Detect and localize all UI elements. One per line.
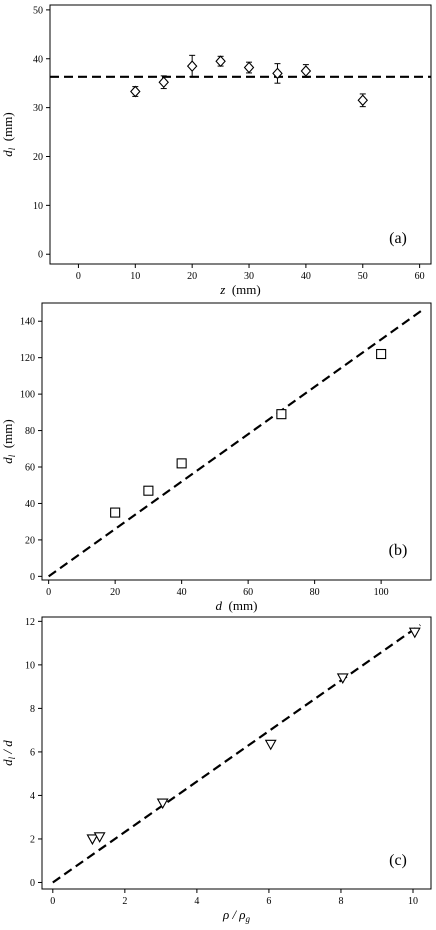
- y-tick-label: 0: [38, 250, 43, 261]
- x-axis-label: d (mm): [216, 598, 258, 613]
- data-point: [93, 832, 106, 843]
- panel-tag: (c): [389, 852, 407, 869]
- x-tick-label: 0: [46, 587, 51, 598]
- x-tick-label: 40: [301, 271, 311, 282]
- x-axis-label: z (mm): [219, 282, 260, 297]
- y-axis-label-sub: l: [7, 147, 17, 150]
- y-tick-label: 8: [30, 704, 35, 715]
- x-axis-label-var: z: [219, 282, 225, 297]
- x-tick-label: 20: [110, 587, 120, 598]
- y-tick-label: 20: [25, 535, 35, 546]
- y-tick-label: 50: [33, 5, 43, 16]
- y-tick-label: 40: [25, 499, 35, 510]
- y-axis-label-sub: l: [7, 756, 17, 759]
- y-tick-label: 20: [33, 152, 43, 163]
- x-tick-label: 40: [177, 587, 187, 598]
- data-point: [408, 627, 421, 639]
- x-tick-label: 10: [130, 271, 140, 282]
- x-tick-label: 4: [194, 896, 199, 907]
- data-point: [158, 76, 169, 89]
- y-tick-label: 100: [20, 390, 35, 401]
- y-tick-label: 0: [30, 572, 35, 583]
- x-tick-label: 80: [310, 587, 320, 598]
- x-axis-label-sub: g: [246, 914, 251, 924]
- plot-frame: [41, 302, 432, 581]
- data-point: [86, 834, 99, 846]
- x-tick-label: 0: [50, 896, 55, 907]
- x-tick-label: 100: [374, 587, 389, 598]
- y-tick-label: 30: [33, 103, 43, 114]
- data-point: [376, 348, 387, 360]
- x-tick-label: 0: [76, 271, 81, 282]
- data-point: [336, 673, 349, 685]
- y-axis-label-unit: (mm): [0, 419, 15, 454]
- y-tick-label: 10: [25, 660, 35, 671]
- y-tick-label: 40: [33, 54, 43, 65]
- y-tick-label: 10: [33, 201, 43, 212]
- data-point: [110, 507, 121, 518]
- y-axis-label-var: d: [0, 150, 15, 157]
- x-axis-label: ρ / ρg: [222, 907, 251, 924]
- y-tick-label: 4: [30, 791, 35, 802]
- x-tick-label: 6: [266, 896, 271, 907]
- x-tick-label: 8: [338, 896, 343, 907]
- y-tick-label: 80: [25, 426, 35, 437]
- data-point: [276, 409, 287, 420]
- data-point: [300, 65, 312, 77]
- fit-line: [48, 307, 425, 578]
- x-tick-label: 20: [187, 271, 197, 282]
- y-axis-label: dl / d: [0, 740, 17, 766]
- panel-c: 0 2 4 6 8 10 0 2 4 6 8 10 12 ρ / ρg dl / d (c): [0, 616, 432, 924]
- data-point: [130, 85, 141, 98]
- x-tick-label: 60: [243, 587, 253, 598]
- data-point: [243, 61, 255, 74]
- y-tick-label: 12: [25, 617, 35, 628]
- y-axis-label-unit: (mm): [0, 112, 15, 147]
- plot-frame: [49, 4, 432, 265]
- data-point: [272, 67, 283, 80]
- y-tick-label: 140: [20, 317, 35, 328]
- x-tick-label: 30: [244, 271, 254, 282]
- panel-tag: (b): [389, 542, 408, 559]
- y-axis-label-var: d: [0, 759, 15, 766]
- plot-frame: [41, 616, 432, 890]
- y-axis-label-tail: / d: [0, 740, 15, 757]
- data-point: [186, 60, 198, 72]
- y-axis-label: dl (mm): [0, 112, 17, 156]
- data-point: [176, 458, 187, 469]
- data-point: [264, 739, 277, 751]
- y-axis-label-var: d: [0, 457, 15, 464]
- x-tick-label: 10: [408, 896, 418, 907]
- x-tick-label: 50: [358, 271, 368, 282]
- x-axis-label-var: ρ / ρ: [222, 907, 246, 922]
- y-axis-label: dl (mm): [0, 419, 17, 463]
- y-tick-label: 120: [20, 353, 35, 364]
- y-tick-label: 6: [30, 747, 35, 758]
- data-point: [215, 55, 226, 68]
- y-tick-label: 0: [30, 878, 35, 889]
- y-tick-label: 2: [30, 834, 35, 845]
- x-axis-label-var: d: [216, 598, 223, 613]
- fit-line: [52, 624, 421, 884]
- data-point: [156, 798, 169, 810]
- x-tick-label: 2: [122, 896, 127, 907]
- x-axis-label-unit: (mm): [225, 282, 260, 297]
- panel-tag: (a): [389, 230, 407, 247]
- data-point: [143, 485, 154, 496]
- x-tick-label: 60: [415, 271, 425, 282]
- y-axis-label-sub: l: [7, 454, 17, 457]
- x-axis-label-unit: (mm): [222, 598, 257, 613]
- y-tick-label: 60: [25, 463, 35, 474]
- data-point: [357, 94, 369, 107]
